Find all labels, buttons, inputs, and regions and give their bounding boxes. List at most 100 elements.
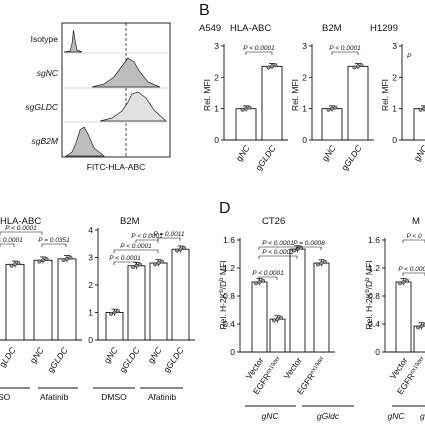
b1-ylabel: Rel. MFI	[202, 79, 212, 111]
chart0-ytick-label: 3	[214, 41, 219, 51]
chart6-point	[416, 325, 420, 330]
b2-pvalue: P < 0.0001	[329, 45, 361, 52]
chart5-ytick-label: 1.6	[223, 235, 235, 245]
c1-xtick-2: gGLDC	[45, 345, 70, 375]
b-cellline-a549: A549	[199, 23, 221, 34]
histogram-sggldc	[99, 91, 167, 122]
c2b-bracket	[113, 249, 159, 253]
c1c-pvalue: P = 0.0351	[38, 237, 70, 244]
chart1-point	[333, 105, 338, 110]
chart4-bar	[127, 265, 146, 341]
chart3-bar	[57, 258, 77, 341]
chart4-point	[175, 248, 179, 253]
chart5-point	[261, 278, 265, 283]
c1b-pvalue: P < 0.0001	[5, 225, 37, 232]
d1b-bracket	[258, 255, 298, 259]
chart5-bar	[251, 281, 268, 353]
histogram-sgb2m	[64, 126, 105, 157]
b2-ylabel: Rel. MFI	[290, 79, 300, 111]
chart3-point	[65, 256, 69, 261]
chart1-ytick-label: 2	[302, 72, 307, 82]
chart2-bar	[413, 108, 425, 141]
d1-group-gnc: gNC	[261, 411, 279, 421]
chart0-point	[270, 64, 274, 69]
chart4-ytick-label: 4	[88, 225, 93, 235]
chart1-bar	[321, 108, 343, 141]
d1-xtick-2: Vector	[282, 355, 304, 381]
chart5-ytick-label: 0.4	[223, 319, 235, 329]
d1a-pvalue: P < 0.0001	[252, 270, 284, 277]
chart1-ytick-label: 1	[302, 104, 307, 114]
chart4-point	[153, 262, 157, 267]
panel-letter-b: B	[199, 2, 210, 19]
chart2-ytick-label: 2	[392, 72, 397, 82]
chart1-bar	[347, 65, 369, 141]
b1-xtick-ggldc: gGLDC	[253, 143, 278, 173]
chart5-bar	[289, 248, 306, 353]
histogram-row-isotype: Isotype	[31, 34, 59, 44]
panel-letter-d: D	[219, 200, 231, 217]
b-title-hla: HLA-ABC	[230, 23, 271, 34]
c1-title: HLA-ABC	[0, 216, 41, 227]
c1-xtick-0: gLDC	[0, 345, 18, 369]
b1-bracket	[245, 51, 273, 55]
c2d-pvalue: P = 0.0011	[154, 231, 185, 238]
chart1-point	[330, 106, 334, 111]
d1-group-ggldc: gGldc	[317, 411, 340, 421]
chart5-bar	[269, 318, 286, 353]
c1a-pvalue: P < 0.0001	[0, 237, 23, 244]
chart4-ytick-label: 0	[88, 335, 93, 345]
chart6-ytick-label: 0.8	[368, 291, 380, 301]
chart4-point	[178, 247, 183, 252]
chart5-bar	[313, 262, 330, 353]
chart1-ytick-label: 3	[302, 41, 307, 51]
chart0-ytick-label: 0	[214, 135, 219, 145]
d1d-pvalue: P = 0.0008	[293, 240, 325, 247]
c1-group-dmso: SO	[0, 392, 11, 402]
chart5-point	[275, 317, 280, 322]
chart4-ytick-label: 3	[88, 253, 93, 263]
chart0-bar	[235, 108, 257, 141]
chart3-bar	[33, 259, 53, 341]
chart2-ytick-label: 3	[392, 41, 397, 51]
chart1-point	[352, 65, 357, 70]
chart4-ytick-label: 2	[88, 280, 93, 290]
c2c-pvalue: P < 0.0001	[131, 233, 163, 240]
histogram-isotype	[63, 29, 83, 53]
chart3-bar	[5, 263, 25, 341]
b-title-b2m: B2M	[322, 23, 342, 34]
flow-histogram: Isotype sgNC sgGLDC sgB2M FITC-HLA-ABC	[25, 22, 171, 172]
chart3-point	[16, 261, 21, 266]
d1c-pvalue: P < 0.0001	[262, 240, 294, 247]
chart4-point	[138, 262, 142, 267]
chart4-point	[156, 261, 161, 265]
c1c-bracket	[41, 243, 67, 247]
chart3-point	[13, 262, 17, 267]
c2-xtick-3: gGLDC	[161, 345, 186, 375]
chart6-ytick-label: 0.4	[368, 319, 380, 329]
d2a-pvalue: P < 0.0001	[398, 266, 425, 273]
chart5-point	[319, 261, 324, 266]
chart1-point	[326, 107, 331, 112]
chart4-point	[131, 265, 135, 270]
b1-pvalue: P < 0.0001	[243, 45, 275, 52]
d2-group-partial: g	[420, 411, 425, 421]
c2-xtick-2: gNC	[146, 345, 164, 365]
chart4-point	[109, 311, 113, 316]
chart3-point	[61, 258, 66, 263]
chart0-point	[240, 107, 245, 112]
histogram-sgnc	[91, 57, 161, 88]
chart5-point	[292, 248, 296, 253]
chart5-ytick-label: 0	[230, 347, 235, 357]
chart6-ytick-label: 1.6	[368, 235, 380, 245]
histogram-xlabel: FITC-HLA-ABC	[87, 162, 146, 172]
chart0-bar	[261, 65, 283, 141]
chart1-point	[356, 64, 360, 69]
chart3-point	[44, 256, 49, 261]
chart5-point	[323, 259, 327, 264]
chart4-point	[112, 310, 117, 315]
chart5-point	[257, 280, 262, 284]
chart6-point	[419, 324, 424, 329]
b2-xtick-gnc: gNC	[320, 143, 338, 163]
chart6-point	[398, 281, 402, 286]
